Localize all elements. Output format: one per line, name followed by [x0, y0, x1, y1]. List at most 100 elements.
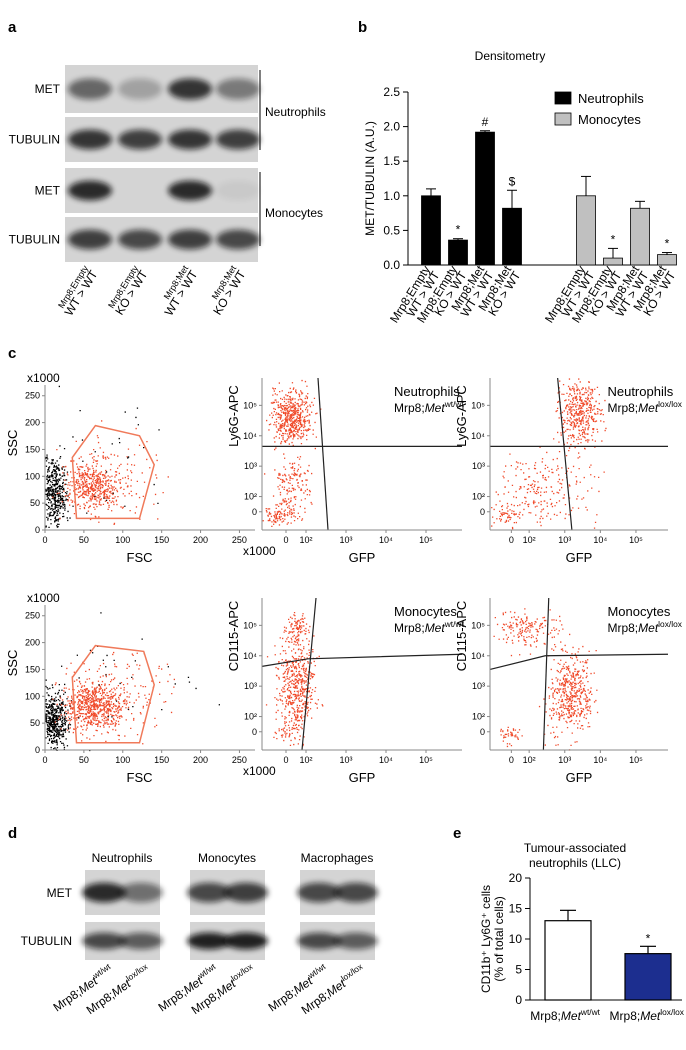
event-dots [491, 502, 530, 530]
x-tick-label: 10² [523, 535, 536, 545]
y-tick-label: 10³ [244, 461, 257, 471]
genotype-superscript: lox/lox [124, 961, 150, 983]
blot-row-label: TUBULIN [21, 934, 72, 948]
genotype-superscript: lox/lox [229, 961, 255, 983]
y-tick-label: 2.5 [383, 85, 400, 99]
x-tick-label: Mrp8;Metlox/lox [610, 1007, 685, 1023]
y-tick-label: 10³ [472, 461, 485, 471]
blot-band [216, 129, 260, 150]
annotation: # [482, 115, 489, 129]
plot-genotype: Mrp8;Metlox/lox [607, 619, 682, 635]
quadrant-line [557, 377, 573, 531]
y-tick-label: 0 [480, 727, 485, 737]
event-dots [493, 608, 564, 657]
y-tick-label: 10⁵ [471, 400, 485, 410]
chart-title: Tumour-associated [524, 841, 626, 855]
y-tick-label: 50 [30, 498, 40, 508]
y-tick-label: 10² [472, 492, 485, 502]
x-tick-label: Mrp8;Metwt/wt [530, 1007, 600, 1023]
blot-band [168, 129, 212, 150]
x-tick-label: 200 [193, 535, 208, 545]
blot-band [68, 78, 112, 100]
bar [475, 131, 495, 266]
genotype-superscript: wt/wt [444, 619, 465, 629]
y-axis-label: (% of total cells) [492, 896, 506, 981]
x-tick-label: 50 [79, 535, 89, 545]
group-label: Monocytes [265, 206, 323, 220]
x-tick-label: 100 [115, 755, 130, 765]
x-tick-label: 10³ [558, 755, 571, 765]
blot-band [119, 882, 163, 903]
quadrant-line [542, 597, 550, 751]
x-tick-label: 50 [79, 755, 89, 765]
blot-band [187, 882, 231, 903]
blot-band [68, 129, 112, 150]
plot-genotype: Mrp8;Metwt/wt [394, 399, 464, 415]
y-tick-label: 10⁵ [243, 620, 257, 630]
blot-band [82, 882, 126, 903]
y-tick-label: 0 [515, 993, 522, 1007]
legend-swatch [554, 91, 572, 105]
group-label: Neutrophils [92, 851, 153, 865]
y-tick-label: 250 [25, 611, 40, 621]
x-tick-label: 10⁵ [629, 755, 643, 765]
genotype-prefix: Mrp8; [394, 621, 425, 635]
y-tick-label: 150 [25, 664, 40, 674]
y-tick-label: 20 [509, 871, 523, 885]
y-tick-label: 10⁴ [243, 431, 257, 441]
blot-band [168, 180, 212, 201]
y-tick-label: 10⁴ [471, 651, 485, 661]
x-tick-label: 10² [299, 535, 312, 545]
x-axis-label: GFP [566, 550, 593, 565]
x-tick-label: 0 [509, 755, 514, 765]
chart-title: Densitometry [475, 49, 546, 63]
panel-label: a [8, 19, 17, 36]
blot-band [334, 932, 378, 950]
bar [421, 195, 441, 266]
quadrant-line [489, 653, 669, 671]
y-tick-label: 10³ [472, 681, 485, 691]
y-axis-label: CD115-APC [454, 601, 469, 672]
x-tick-label: 10³ [339, 755, 352, 765]
quadrant-line [301, 597, 317, 751]
bar [630, 207, 650, 266]
event-dots [264, 456, 313, 521]
event-dots [52, 651, 176, 745]
y-tick-label: 10⁵ [243, 400, 257, 410]
legend-label: Monocytes [578, 112, 641, 127]
x-tick-label: 100 [115, 535, 130, 545]
genotype-prefix: Mrp8; [530, 1009, 561, 1023]
y-tick-label: 0.5 [383, 223, 400, 237]
y-tick-label: 200 [25, 418, 40, 428]
y-tick-label: 10⁴ [471, 431, 485, 441]
gate [71, 644, 155, 744]
y-tick-label: 200 [25, 638, 40, 648]
y-tick-label: 10² [244, 712, 257, 722]
x-tick-label: 10² [299, 755, 312, 765]
genotype-gene: Met [640, 1009, 661, 1023]
group-label: Neutrophils [265, 105, 326, 119]
x-tick-label: 150 [154, 535, 169, 545]
event-dots [273, 716, 301, 746]
plot-title: Neutrophils [394, 384, 460, 399]
genotype-prefix: Mrp8; [610, 1009, 641, 1023]
axis-scale: x1000 [243, 544, 276, 558]
genotype-superscript: lox/lox [339, 961, 365, 983]
x-axis-label: FSC [127, 550, 153, 565]
x-tick-label: 10² [523, 755, 536, 765]
x-tick-label: 0 [509, 535, 514, 545]
gate [71, 424, 155, 520]
blot-band [297, 932, 341, 950]
x-tick-label: 0 [283, 535, 288, 545]
x-axis-label: FSC [127, 770, 153, 785]
x-tick-label: 0 [283, 755, 288, 765]
x-tick-label: 10³ [339, 535, 352, 545]
event-dots [45, 612, 220, 752]
genotype-gene: Met [425, 401, 446, 415]
x-axis-label: GFP [566, 770, 593, 785]
